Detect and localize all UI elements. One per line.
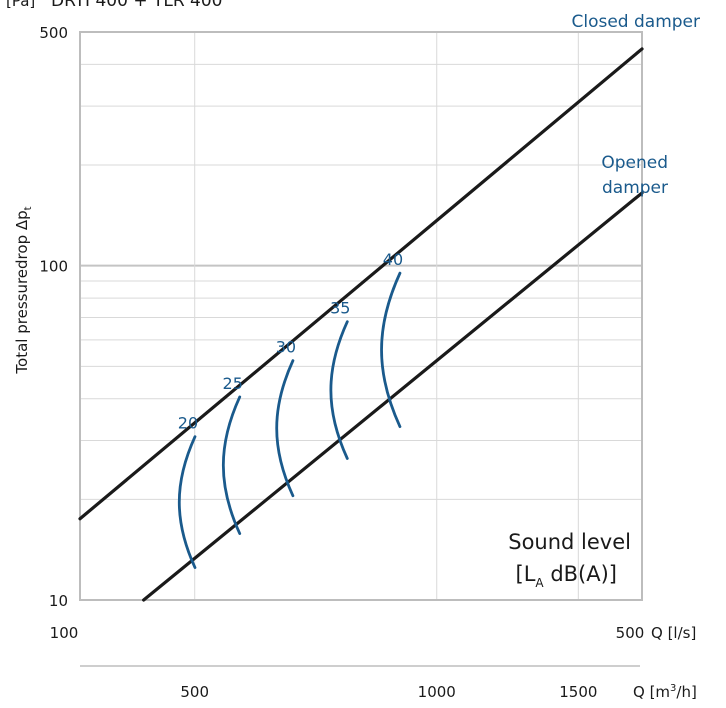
y-tick-label: 500 bbox=[39, 24, 68, 42]
x-tick-label-m3h: 500 bbox=[180, 683, 209, 701]
y-tick-label: 10 bbox=[49, 592, 68, 610]
series-label-opened: damper bbox=[602, 178, 668, 198]
x-tick-label-ls: 500 bbox=[616, 624, 645, 642]
sound-level-curve bbox=[177, 435, 197, 570]
x-tick-label-m3h: 1500 bbox=[559, 683, 597, 701]
sound-level-curve-label: 25 bbox=[223, 374, 243, 393]
sound-level-unit-pre: [L bbox=[516, 562, 536, 586]
sound-level-curve-label: 35 bbox=[330, 299, 350, 318]
sound-level-curve-label: 40 bbox=[383, 250, 403, 269]
sound-level-unit: [LA dB(A)] bbox=[516, 562, 617, 590]
series-line bbox=[142, 191, 644, 602]
sound-level-curve bbox=[380, 271, 402, 429]
sound-level-unit-post: dB(A)] bbox=[544, 562, 617, 586]
x-axis-unit-ls: Q [l/s] bbox=[651, 624, 696, 642]
grid bbox=[80, 32, 642, 600]
chart-title: DRTI 400 + TLR 400 bbox=[51, 0, 223, 11]
x-tick-label-m3h: 1000 bbox=[418, 683, 456, 701]
x-axis-unit-m3h-main: Q [m bbox=[633, 683, 670, 701]
sound-level-curve-label: 20 bbox=[178, 414, 198, 433]
series-line bbox=[78, 47, 644, 521]
y-unit-label: [Pa] bbox=[6, 0, 35, 10]
series-label-opened: Opened bbox=[601, 153, 668, 173]
x-axis-unit-m3h: Q [m3/h] bbox=[633, 683, 697, 701]
sound-level-curve bbox=[222, 395, 242, 535]
series-label-closed: Closed damper bbox=[571, 12, 700, 32]
sound-level-curve bbox=[275, 359, 295, 498]
chart-labels: 20 25 30 35 40 10 100 500 100 500 500 1000 1500 Close… bbox=[39, 12, 700, 701]
x-tick-label-ls: 100 bbox=[50, 624, 79, 642]
y-tick-label: 100 bbox=[39, 258, 68, 276]
y-axis-label-main: Total pressuredrop Δp bbox=[13, 210, 31, 374]
sound-level-unit-sub: A bbox=[535, 576, 544, 590]
x-axis-unit-m3h-end: /h] bbox=[676, 683, 696, 701]
sound-level-title: Sound level bbox=[508, 530, 631, 554]
damper-lines bbox=[78, 47, 644, 602]
plot-frame bbox=[79, 31, 643, 601]
x-axis-unit-m3h-sup: 3 bbox=[670, 683, 676, 694]
y-axis-label: Total pressuredrop Δpt bbox=[13, 206, 34, 374]
sound-level-curve bbox=[329, 320, 349, 460]
y-axis-label-sub: t bbox=[23, 206, 34, 210]
sound-level-curve-label: 30 bbox=[276, 338, 296, 357]
sound-level-curves bbox=[177, 271, 402, 570]
